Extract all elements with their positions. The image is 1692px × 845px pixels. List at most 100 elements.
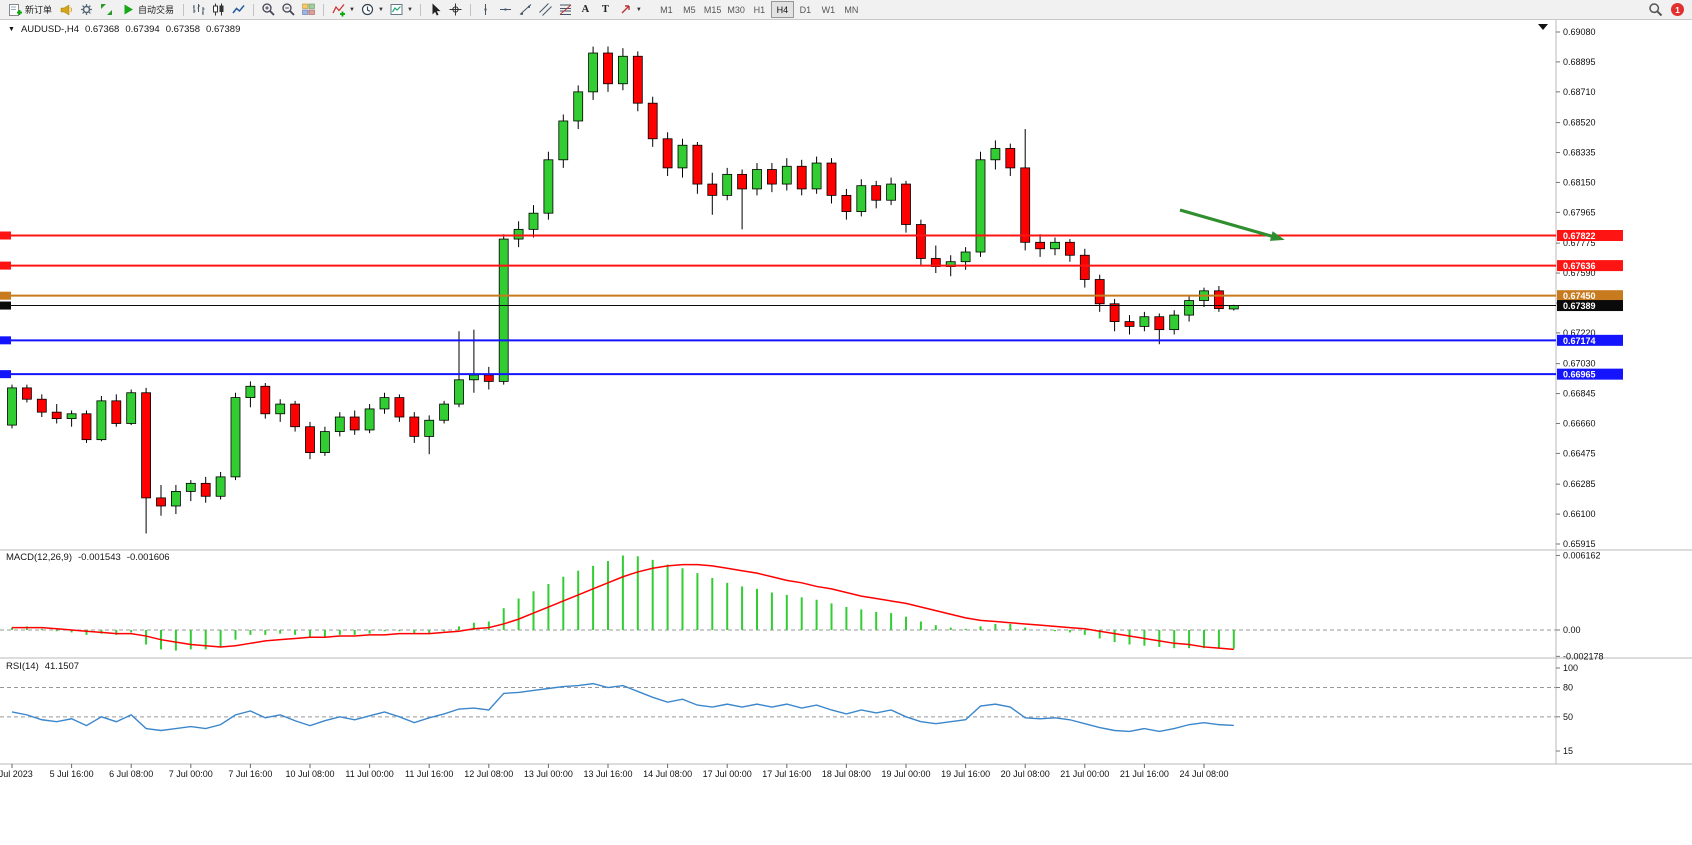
fibonacci-icon (558, 2, 573, 17)
indicators-button[interactable]: ▼ (329, 1, 357, 18)
svg-text:20 Jul 08:00: 20 Jul 08:00 (1001, 769, 1050, 779)
tile-windows-icon (301, 2, 316, 17)
price-tag (1557, 300, 1623, 312)
fullscreen-icon (99, 2, 114, 17)
svg-text:11 Jul 16:00: 11 Jul 16:00 (405, 769, 453, 779)
price-tag-label: 0.67174 (1563, 336, 1596, 346)
timeframe-w1-button[interactable]: W1 (817, 1, 840, 18)
new-order-button[interactable]: 新订单 (4, 1, 56, 18)
label-button[interactable]: T (596, 1, 615, 18)
price-tag-label: 0.66965 (1563, 370, 1596, 380)
timeframe-h1-button[interactable]: H1 (748, 1, 771, 18)
ohlc-high: 0.67394 (125, 24, 160, 35)
toolbar-separator (253, 3, 255, 16)
svg-text:19 Jul 16:00: 19 Jul 16:00 (941, 769, 990, 779)
macd-signal-value: -0.001606 (126, 552, 170, 563)
rsi-name: RSI(14) (6, 661, 39, 672)
trendline-button[interactable] (516, 1, 535, 18)
bar-chart-button[interactable] (189, 1, 208, 18)
level-left-marker (0, 261, 11, 270)
toolbar-separator (469, 3, 471, 16)
channel-button[interactable] (536, 1, 555, 18)
templates-button[interactable]: ▼ (387, 1, 415, 18)
svg-text:6 Jul 08:00: 6 Jul 08:00 (109, 769, 153, 779)
price-tag-label: 0.67450 (1563, 291, 1596, 301)
svg-text:0.68520: 0.68520 (1563, 118, 1596, 128)
timeframe-m5-button[interactable]: M5 (678, 1, 701, 18)
periods-button[interactable]: ▼ (358, 1, 386, 18)
price-tag (1557, 368, 1623, 380)
arrows-button[interactable]: ▼ (616, 1, 644, 18)
search-button[interactable] (1646, 1, 1665, 18)
ohlc-open: 0.67368 (85, 24, 120, 35)
cursor-button[interactable] (426, 1, 445, 18)
svg-text:7 Jul 00:00: 7 Jul 00:00 (169, 769, 213, 779)
candlestick-chart-button[interactable] (209, 1, 228, 18)
svg-text:0.67590: 0.67590 (1563, 268, 1596, 278)
svg-text:13 Jul 16:00: 13 Jul 16:00 (583, 769, 632, 779)
timeframe-h4-button[interactable]: H4 (770, 1, 794, 18)
svg-text:80: 80 (1563, 683, 1573, 693)
svg-text:0.66660: 0.66660 (1563, 418, 1596, 428)
svg-text:0.69080: 0.69080 (1563, 27, 1596, 37)
fibonacci-button[interactable] (556, 1, 575, 18)
chevron-down-icon: ▼ (406, 6, 413, 13)
toolbar-separator (183, 3, 185, 16)
auto-trading-button[interactable]: 自动交易 (117, 1, 178, 18)
text-button[interactable]: A (576, 1, 595, 18)
metaeditor-button[interactable] (57, 1, 76, 18)
chevron-down-icon: ▼ (377, 6, 384, 13)
toolbar-separator (323, 3, 325, 16)
channel-icon (538, 2, 553, 17)
level-left-marker (0, 291, 11, 300)
svg-text:0.66100: 0.66100 (1563, 509, 1596, 519)
toolbar-separator (419, 3, 421, 16)
level-left-marker (0, 301, 11, 310)
svg-text:24 Jul 08:00: 24 Jul 08:00 (1179, 769, 1228, 779)
timeframe-mn-button[interactable]: MN (840, 1, 863, 18)
svg-text:21 Jul 00:00: 21 Jul 00:00 (1060, 769, 1109, 779)
zoom-in-icon (261, 2, 276, 17)
macd-name: MACD(12,26,9) (6, 552, 72, 563)
horn-icon (59, 2, 74, 17)
timeframe-m30-button[interactable]: M30 (724, 1, 748, 18)
arrow-annotation[interactable] (1179, 208, 1279, 240)
options-button[interactable] (77, 1, 96, 18)
svg-text:0.66285: 0.66285 (1563, 479, 1596, 489)
level-left-marker (0, 336, 11, 345)
zoom-out-button[interactable] (279, 1, 298, 18)
price-tag (1557, 334, 1623, 346)
time-axis[interactable]: 5 Jul 2023 5 Jul 16:00 6 Jul 08:00 7 Jul 00… (0, 764, 1229, 779)
timeframe-m15-button[interactable]: M15 (701, 1, 725, 18)
tile-windows-button[interactable] (299, 1, 318, 18)
chevron-down-icon: ▼ (635, 6, 642, 13)
svg-text:0.00: 0.00 (1563, 625, 1581, 635)
arrow-tool-icon (618, 2, 633, 17)
chart-symbol-ohlc: ▼ AUDUSD-,H4 0.67368 0.67394 0.67358 0.6… (8, 24, 240, 35)
rsi-value: 41.1507 (44, 661, 80, 672)
arrow-annotation-head (1269, 231, 1285, 241)
svg-text:0.68710: 0.68710 (1563, 87, 1596, 97)
svg-text:12 Jul 08:00: 12 Jul 08:00 (464, 769, 513, 779)
svg-text:10 Jul 08:00: 10 Jul 08:00 (285, 769, 334, 779)
crosshair-button[interactable] (446, 1, 465, 18)
notification-badge[interactable]: 1 (1671, 3, 1684, 16)
price-tag-label: 0.67636 (1563, 261, 1596, 271)
svg-text:15: 15 (1563, 746, 1573, 756)
price-axis[interactable]: 0.69080 0.68895 0.68710 0.68520 0.68335 0.681… (1556, 27, 1596, 549)
timeframe-m1-button[interactable]: M1 (655, 1, 678, 18)
horizontal-line-button[interactable] (496, 1, 515, 18)
vertical-line-button[interactable] (476, 1, 495, 18)
timeframe-d1-button[interactable]: D1 (794, 1, 817, 18)
zoom-in-button[interactable] (259, 1, 278, 18)
price-tag (1557, 290, 1623, 302)
svg-text:0.67775: 0.67775 (1563, 238, 1596, 248)
line-chart-button[interactable] (229, 1, 248, 18)
indicators-icon (331, 2, 346, 17)
svg-text:0.66845: 0.66845 (1563, 389, 1596, 399)
chart-collapse-icon[interactable] (1538, 24, 1548, 30)
svg-text:0.67965: 0.67965 (1563, 207, 1596, 217)
fullscreen-button[interactable] (97, 1, 116, 18)
chart-dropdown-icon[interactable]: ▼ (8, 26, 15, 33)
